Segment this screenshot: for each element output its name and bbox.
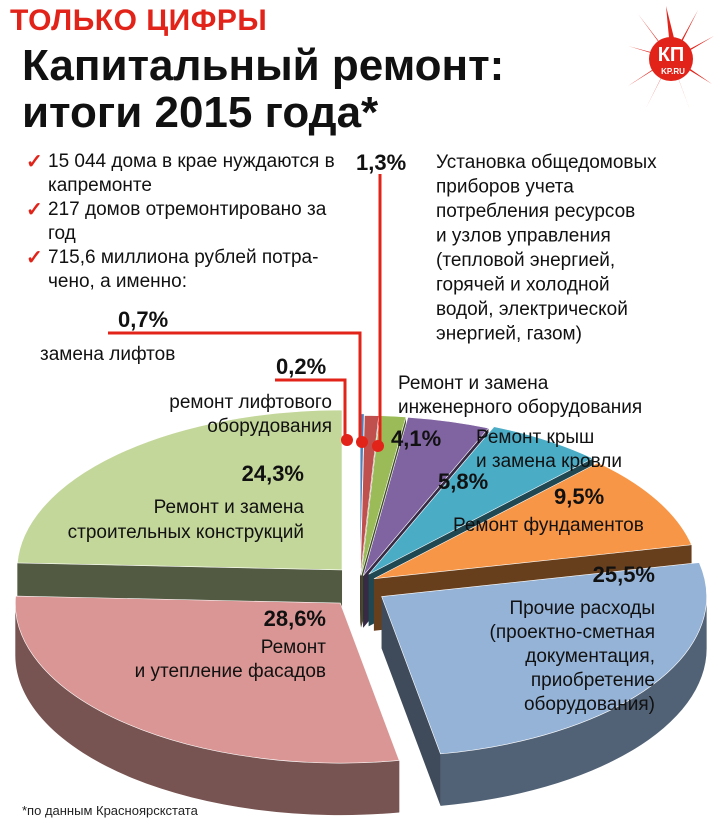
data-label: 4,1%	[391, 426, 441, 451]
slice-label: Ремонт	[261, 637, 327, 658]
slice-label: оборудования)	[524, 694, 655, 715]
data-label: 5,8%	[438, 469, 488, 494]
check-icon: ✓	[26, 151, 43, 173]
fact-item: ✓ 217 домов отремонтировано за год	[26, 198, 348, 246]
data-label: 25,5%	[593, 562, 655, 587]
fact-text: 217 домов отремонтировано за год	[48, 199, 327, 244]
pie-tops	[15, 409, 707, 764]
slice-label: (проектно-сметная	[490, 622, 655, 643]
leader-dot	[372, 440, 384, 452]
slice-label: и узлов управления	[436, 226, 611, 247]
slice-label: горячей и холодной	[436, 275, 610, 296]
pie-slice	[15, 595, 400, 764]
slice-label: потребления ресурсов	[436, 201, 635, 222]
fact-item: ✓ 715,6 миллиона рублей потра-чено, а име…	[26, 246, 348, 294]
slice-label: документация,	[525, 646, 655, 667]
leader-lines	[108, 174, 384, 452]
slice-label: Ремонт крыш	[476, 427, 594, 448]
data-label: 0,2%	[276, 354, 326, 379]
slice-label: энергией, газом)	[436, 324, 582, 345]
slice-label: приборов учета	[436, 177, 574, 198]
pie-slice	[368, 426, 594, 575]
data-label: 1,3%	[356, 150, 406, 175]
slice-label: Ремонт и замена	[398, 373, 549, 394]
slice-label: строительных конструкций	[68, 522, 304, 543]
logo-subtext: KP.RU	[661, 67, 685, 76]
facts-list: ✓ 15 044 дома в крае нуждаются в капремон…	[26, 150, 348, 294]
data-label: 24,3%	[242, 461, 304, 486]
logo-text: КП	[658, 44, 685, 66]
title-line-1: Капитальный ремонт:	[22, 41, 505, 90]
slice-label: инженерного оборудования	[398, 397, 642, 418]
leader-dot	[341, 434, 353, 446]
slice-label: приобретение	[531, 670, 655, 691]
footnote: *по данным Красноярскстата	[22, 803, 198, 818]
data-label: 0,7%	[118, 307, 168, 332]
pie-slice	[381, 562, 707, 755]
slice-label: замена лифтов	[40, 344, 175, 365]
slice-label: водой, электрической	[436, 299, 628, 320]
slice-side-wall	[381, 596, 441, 806]
slice-label: Прочие расходы	[509, 598, 655, 619]
slice-label: Установка общедомовых	[436, 152, 657, 173]
slice-label: Ремонт фундаментов	[453, 515, 644, 536]
fact-text: 715,6 миллиона рублей потра-чено, а имен…	[48, 247, 319, 292]
data-label: 9,5%	[554, 484, 604, 509]
check-icon: ✓	[26, 199, 43, 221]
slice-outer-wall	[440, 596, 707, 806]
chart-labels: 1,3% Установка общедомовых приборов учета п…	[40, 150, 657, 715]
pie-slice	[373, 462, 693, 580]
slice-label: и утепление фасадов	[135, 661, 326, 682]
leader-dot	[356, 436, 368, 448]
pie-slice	[362, 416, 490, 576]
slice-label: (тепловой энергией,	[436, 250, 615, 271]
fact-item: ✓ 15 044 дома в крае нуждаются в капремон…	[26, 150, 348, 198]
pie-slice	[17, 409, 343, 571]
leader-line-lifts	[108, 331, 362, 440]
check-icon: ✓	[26, 247, 43, 269]
slice-label: Ремонт и замена	[154, 497, 305, 518]
fact-text: 15 044 дома в крае нуждаются в капремонт…	[48, 151, 335, 196]
kp-logo: КП KP.RU	[628, 6, 714, 110]
title-line-2: итоги 2015 года*	[22, 88, 379, 137]
kicker: ТОЛЬКО ЦИФРЫ	[10, 4, 268, 37]
page-title: Капитальный ремонт: итоги 2015 года*	[22, 42, 504, 136]
slice-label: и замена кровли	[476, 451, 622, 472]
data-label: 28,6%	[264, 606, 326, 631]
slice-label: ремонт лифтового	[169, 392, 332, 413]
slice-label: оборудования	[207, 416, 332, 437]
leader-line-lift-equipment	[275, 378, 347, 440]
